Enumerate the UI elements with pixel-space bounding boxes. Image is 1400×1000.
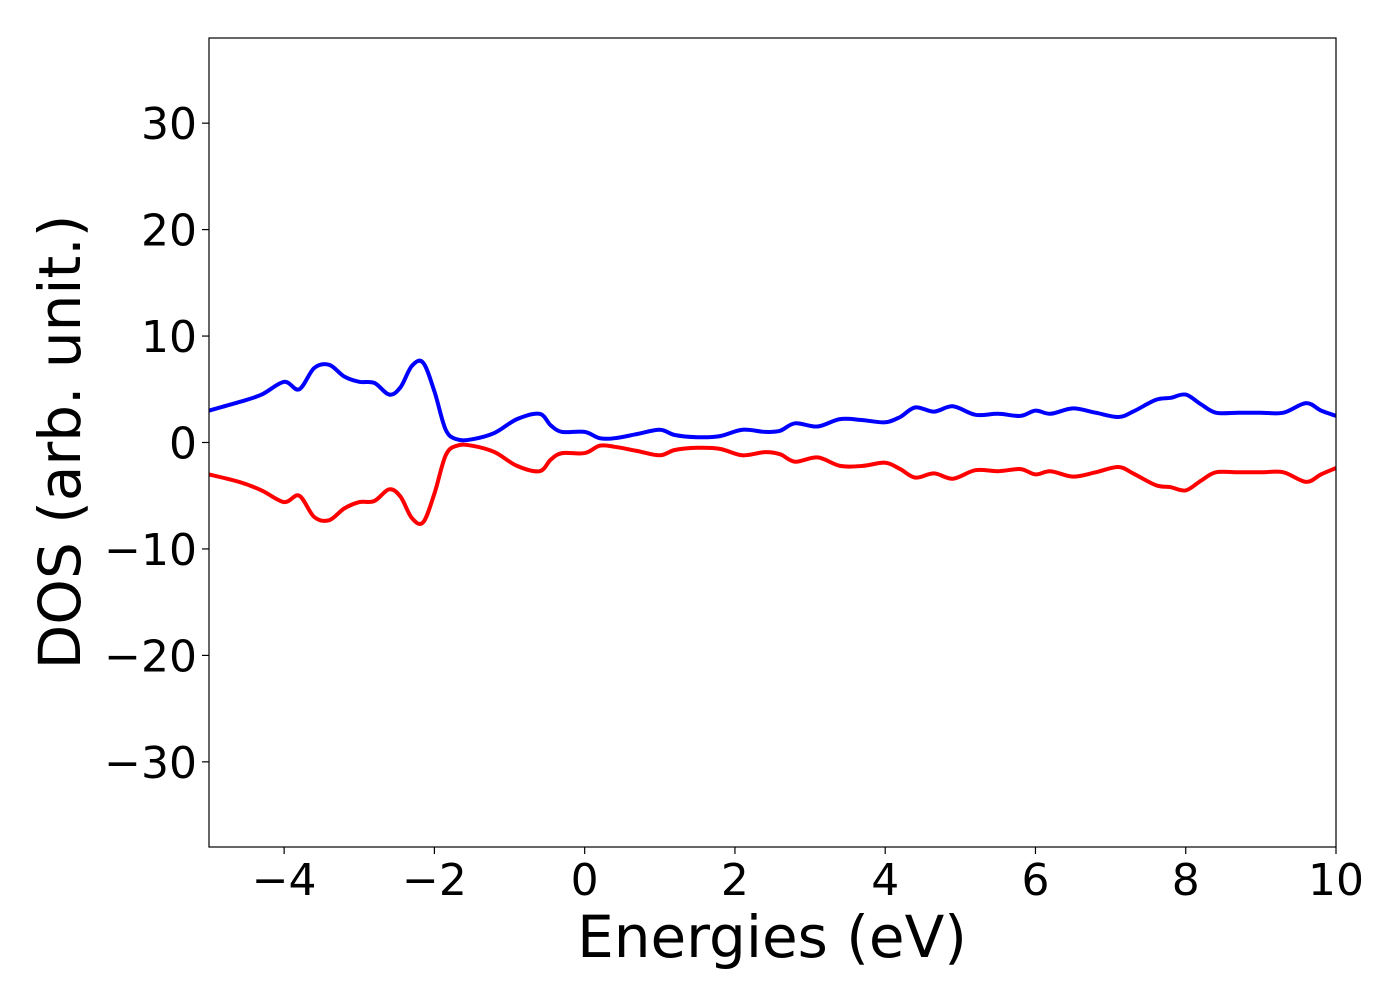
x-axis-label: Energies (eV) bbox=[577, 903, 967, 971]
y-tick-label: 0 bbox=[169, 419, 197, 470]
x-tick-label: 8 bbox=[1172, 855, 1200, 906]
plot-frame bbox=[208, 37, 1337, 848]
y-tick-label: 10 bbox=[141, 312, 197, 363]
x-axis: −4 −2 0 2 4 6 8 10 bbox=[252, 847, 1364, 906]
y-tick-label: −30 bbox=[104, 738, 197, 789]
x-tick-label: −2 bbox=[402, 855, 467, 906]
x-tick-label: 6 bbox=[1021, 855, 1049, 906]
x-tick-label: 10 bbox=[1308, 855, 1364, 906]
y-axis: 30 20 10 0 −10 −20 −30 bbox=[104, 99, 209, 789]
series-layer bbox=[208, 358, 1337, 526]
x-tick-label: −4 bbox=[252, 855, 317, 906]
dos-series-line-red bbox=[208, 442, 1337, 526]
y-tick-label: −20 bbox=[104, 631, 197, 682]
y-axis-label: DOS (arb. unit.) bbox=[26, 215, 94, 670]
x-tick-label: 4 bbox=[871, 855, 899, 906]
y-tick-label: −10 bbox=[104, 525, 197, 576]
dos-series-line-blue bbox=[208, 358, 1337, 443]
x-tick-label: 0 bbox=[571, 855, 599, 906]
x-tick-label: 2 bbox=[721, 855, 749, 906]
y-tick-label: 20 bbox=[141, 206, 197, 257]
y-tick-label: 30 bbox=[141, 99, 197, 150]
